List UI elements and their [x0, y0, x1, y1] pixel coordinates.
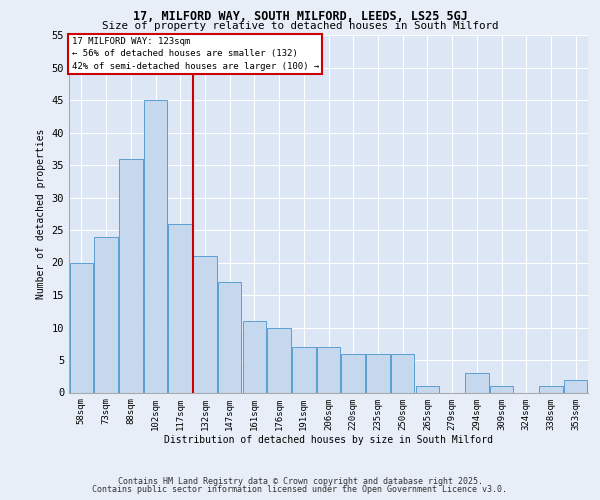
- Bar: [218, 282, 241, 393]
- Bar: [268, 328, 291, 392]
- Bar: [366, 354, 389, 393]
- Y-axis label: Number of detached properties: Number of detached properties: [36, 128, 46, 299]
- Bar: [317, 347, 340, 393]
- Text: 17, MILFORD WAY, SOUTH MILFORD, LEEDS, LS25 5GJ: 17, MILFORD WAY, SOUTH MILFORD, LEEDS, L…: [133, 10, 467, 23]
- Bar: [391, 354, 415, 393]
- Bar: [465, 373, 488, 392]
- X-axis label: Distribution of detached houses by size in South Milford: Distribution of detached houses by size …: [164, 435, 493, 445]
- Bar: [242, 321, 266, 392]
- Text: 17 MILFORD WAY: 123sqm
← 56% of detached houses are smaller (132)
42% of semi-de: 17 MILFORD WAY: 123sqm ← 56% of detached…: [71, 37, 319, 71]
- Text: Contains HM Land Registry data © Crown copyright and database right 2025.: Contains HM Land Registry data © Crown c…: [118, 477, 482, 486]
- Bar: [292, 347, 316, 393]
- Bar: [193, 256, 217, 392]
- Bar: [70, 262, 93, 392]
- Text: Contains public sector information licensed under the Open Government Licence v3: Contains public sector information licen…: [92, 485, 508, 494]
- Bar: [564, 380, 587, 392]
- Bar: [539, 386, 563, 392]
- Bar: [119, 158, 143, 392]
- Bar: [94, 236, 118, 392]
- Bar: [490, 386, 513, 392]
- Bar: [144, 100, 167, 392]
- Text: Size of property relative to detached houses in South Milford: Size of property relative to detached ho…: [102, 21, 498, 31]
- Bar: [169, 224, 192, 392]
- Bar: [416, 386, 439, 392]
- Bar: [341, 354, 365, 393]
